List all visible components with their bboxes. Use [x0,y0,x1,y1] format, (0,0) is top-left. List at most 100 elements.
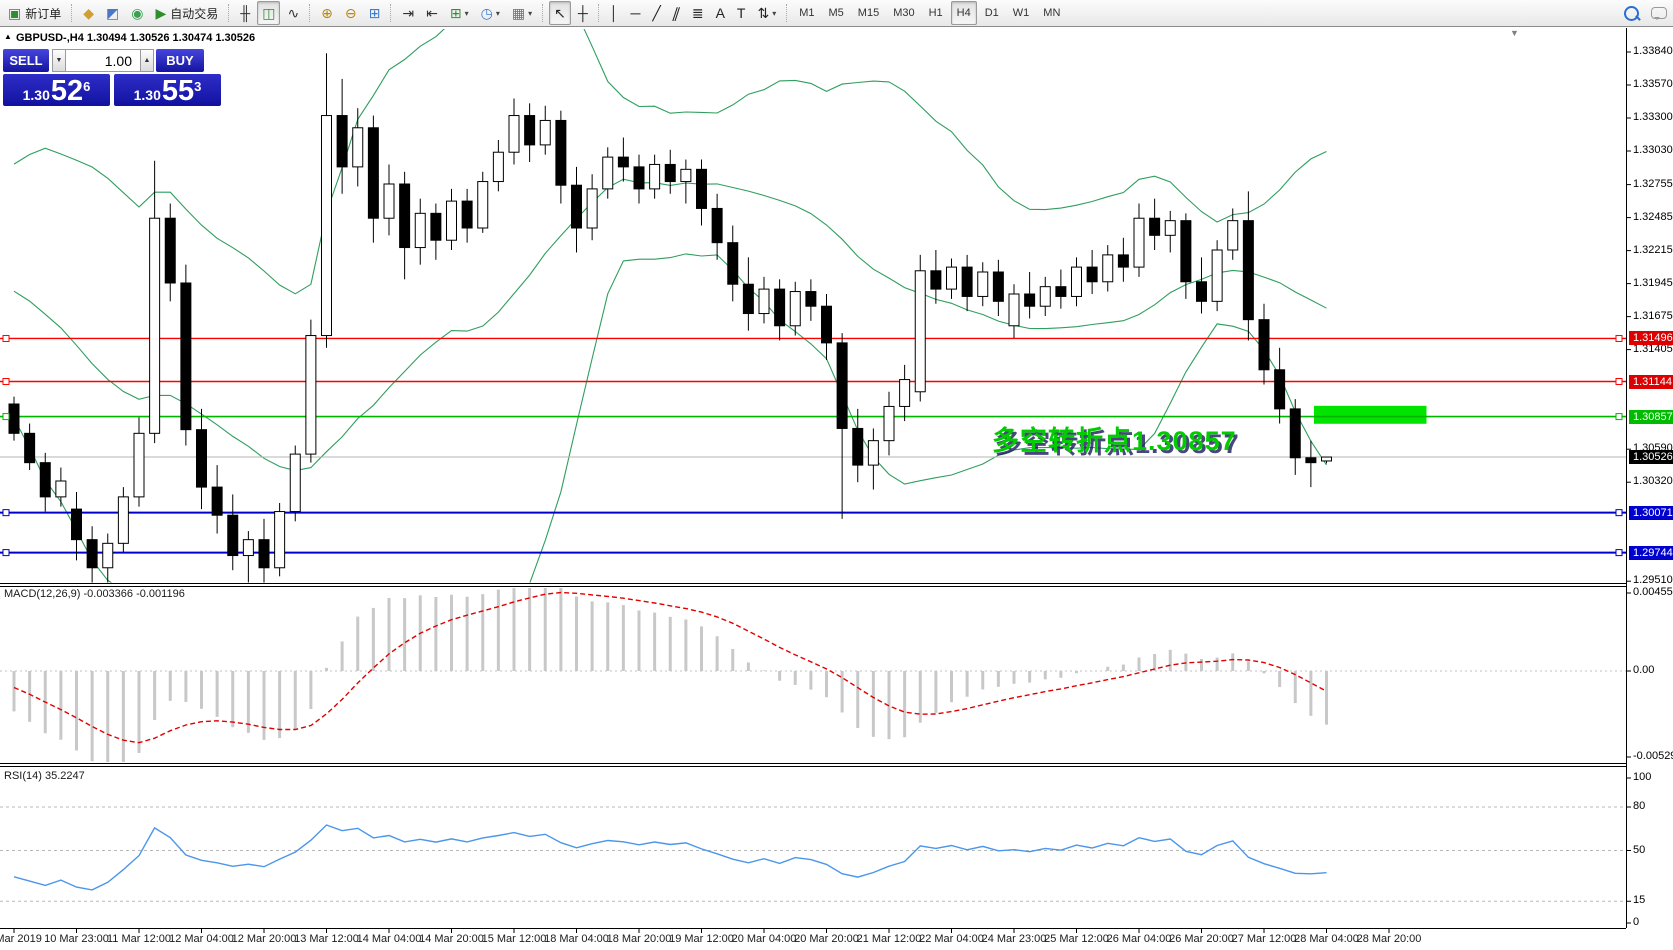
auto-scroll-button[interactable]: ⇥ [397,1,419,25]
dropdown-arrow-icon[interactable]: ▾ [464,8,469,18]
candle-up [1211,249,1223,302]
candle-up [1008,293,1020,327]
buy-button[interactable]: BUY [156,49,204,72]
line-drag-handle[interactable] [2,378,10,386]
candle-down [774,288,786,327]
timeframe-w1-button[interactable]: W1 [1012,7,1030,19]
candle-up [477,181,489,229]
arrows-tool-button[interactable]: ⇅ ▾ [752,1,781,25]
time-axis-label: 20 Mar 20:00 [794,933,859,945]
sell-price-big: 52 [50,75,84,107]
line-drag-handle[interactable] [2,413,10,421]
crosshair-icon: ┼ [577,5,588,21]
line-drag-handle[interactable] [1615,334,1623,342]
line-chart-type-button[interactable]: ∿ [282,1,304,25]
toolbar-separator [228,4,230,22]
volume-input[interactable]: 1.00 [66,49,140,72]
zoom-in-button[interactable]: ⊕ [316,1,338,25]
rsi-label: RSI(14) 35.2247 [4,770,85,782]
line-drag-handle[interactable] [1615,413,1623,421]
buy-price-display[interactable]: 1.30 55 3 [114,74,221,106]
line-drag-handle[interactable] [2,509,10,517]
text-button[interactable]: A [711,1,730,25]
templates-button[interactable]: ▦ ▾ [507,1,537,25]
timeframe-h4-button[interactable]: H4 [950,1,977,25]
macd-label: MACD(12,26,9) -0.003366 -0.001196 [4,588,185,600]
panel-collapse-arrow[interactable]: ▲ [4,32,12,41]
price-badge-1.31496: 1.31496 [1629,331,1673,346]
candle-up [946,266,957,290]
time-axis-label: 20 Mar 04:00 [731,933,797,945]
volume-increment-button[interactable]: ▲ [140,49,154,72]
timeframe-m1-button[interactable]: M1 [799,7,815,19]
time-axis-label: 11 Mar 12:00 [106,933,172,945]
buy-price-prefix: 1.30 [133,87,161,103]
dropdown-arrow-icon[interactable]: ▾ [495,8,500,18]
price-badge-1.30071: 1.30071 [1629,505,1673,520]
line-drag-handle[interactable] [2,549,10,557]
volume-decrement-button[interactable]: ▼ [52,49,66,72]
line-chart-type-icon: ∿ [287,5,300,21]
crosshair-button[interactable]: ┼ [573,1,593,25]
timeframe-m30-button[interactable]: M30 [893,7,915,19]
chart-annotation-text[interactable]: 多空转折点1.30857 [992,426,1237,456]
timeframe-m15-button[interactable]: M15 [857,7,880,19]
candle-down [821,305,832,344]
line-drag-handle[interactable] [1615,509,1623,517]
tile-windows-button[interactable]: ⊞ [364,1,386,25]
candle-down [164,217,176,284]
candle-up [789,291,801,327]
horizontal-line-button[interactable]: ─ [625,1,645,25]
dropdown-arrow-icon[interactable]: ▾ [772,8,777,18]
autotrading-button[interactable]: ▶ 自动交易 [150,1,223,25]
candle-down [930,270,942,290]
chart-shift-button[interactable]: ⇤ [421,1,443,25]
candle-up [492,151,504,183]
bollinger-upper-band [13,29,1327,295]
text-label-button[interactable]: T [732,1,751,25]
candle-down [1055,286,1067,297]
timeframe-h1-button[interactable]: H1 [928,7,943,19]
vertical-line-button[interactable]: │ [605,1,624,25]
metaeditor-button[interactable]: ◩ [101,1,124,25]
chat-icon[interactable] [1651,7,1667,20]
fibonacci-button[interactable]: ≣ [687,1,709,25]
candle-up [1133,217,1145,268]
new-chart-button[interactable]: ⊞ ▾ [445,1,474,25]
candle-up [1102,254,1114,283]
macd-axis-label: 0.004551 [1633,586,1673,598]
time-axis-label: 13 Mar 12:00 [294,933,359,945]
search-icon[interactable] [1624,5,1639,21]
toolbar-separator [597,4,600,22]
macd-signal-line [13,591,1327,744]
zoom-out-button[interactable]: ⊖ [340,1,362,25]
community-button[interactable]: ◉ [126,1,148,25]
sell-button[interactable]: SELL [3,49,49,72]
candle-up [883,405,895,442]
time-axis-label: 26 Mar 04:00 [1106,933,1172,945]
chart-shift-marker-icon[interactable]: ▼ [1510,28,1519,38]
sell-price-display[interactable]: 1.30 52 6 [3,74,110,106]
metaeditor-icon: ◩ [106,5,120,21]
bar-chart-type-button[interactable]: ╫ [235,1,255,25]
candle-up [383,183,395,219]
candlestick-chart-type-button[interactable]: ◫ [257,1,281,25]
new-order-button[interactable]: ▣ 新订单 [3,1,66,25]
line-drag-handle[interactable] [2,334,10,342]
time-axis-label: 18 Mar 04:00 [544,933,609,945]
timeframe-m5-button[interactable]: M5 [828,7,844,19]
timeframe-mn-button[interactable]: MN [1043,7,1061,19]
line-drag-handle[interactable] [1615,378,1623,386]
timeframe-d1-button[interactable]: D1 [984,7,999,19]
cursor-icon: ↖ [554,5,566,21]
style-tool-button[interactable]: ◆ [78,1,99,25]
trendline-button[interactable]: ╱ [647,1,665,25]
candle-down [727,242,739,285]
periods-button[interactable]: ◷ ▾ [476,1,505,25]
cursor-button[interactable]: ↖ [549,1,571,25]
line-drag-handle[interactable] [1615,549,1623,557]
price-axis-label: 1.33570 [1633,77,1673,90]
dropdown-arrow-icon[interactable]: ▾ [528,8,533,18]
highlight-rectangle-object[interactable] [1314,405,1427,424]
candle-up [102,542,114,569]
